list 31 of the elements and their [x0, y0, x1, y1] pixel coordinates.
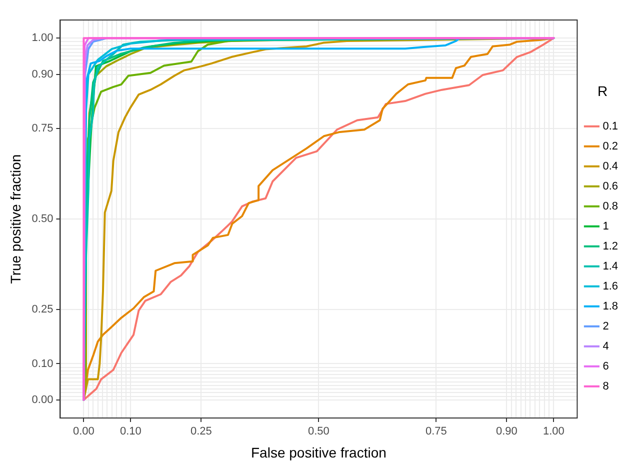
- x-tick-label: 0.75: [426, 426, 447, 438]
- legend-label: 4: [602, 340, 609, 352]
- x-tick-label: 0.90: [496, 426, 518, 438]
- legend-label: 8: [602, 380, 609, 392]
- legend-label: 1: [602, 220, 609, 232]
- x-tick-label: 0.10: [120, 426, 142, 438]
- legend-title: R: [598, 82, 608, 99]
- y-tick-label: 0.10: [32, 358, 54, 370]
- x-tick-label: 0.00: [73, 426, 94, 438]
- y-axis-title: True positive fraction: [7, 154, 24, 284]
- y-tick-label: 0.50: [32, 213, 54, 226]
- y-tick-label: 0.75: [32, 122, 54, 135]
- y-tick-label: 0.00: [32, 394, 54, 406]
- y-tick-label: 1.00: [32, 32, 54, 44]
- y-tick-label: 0.25: [32, 303, 54, 316]
- x-tick-label: 0.50: [308, 426, 330, 438]
- legend-label: 6: [602, 360, 609, 372]
- legend-label: 0.1: [602, 120, 618, 132]
- legend-label: 0.2: [602, 140, 618, 152]
- legend-label: 0.4: [602, 160, 618, 172]
- legend-label: 1.2: [602, 240, 618, 252]
- x-axis-title: False positive fraction: [251, 444, 386, 460]
- y-tick-label: 0.90: [32, 68, 54, 80]
- x-tick-label: 1.00: [543, 426, 564, 438]
- legend-label: 1.4: [602, 260, 618, 272]
- x-tick-label: 0.25: [190, 426, 212, 438]
- legend-label: 1.8: [602, 300, 618, 312]
- legend-label: 2: [602, 320, 609, 332]
- legend-label: 1.6: [602, 280, 618, 292]
- legend-label: 0.6: [602, 180, 618, 192]
- legend-label: 0.8: [602, 200, 618, 212]
